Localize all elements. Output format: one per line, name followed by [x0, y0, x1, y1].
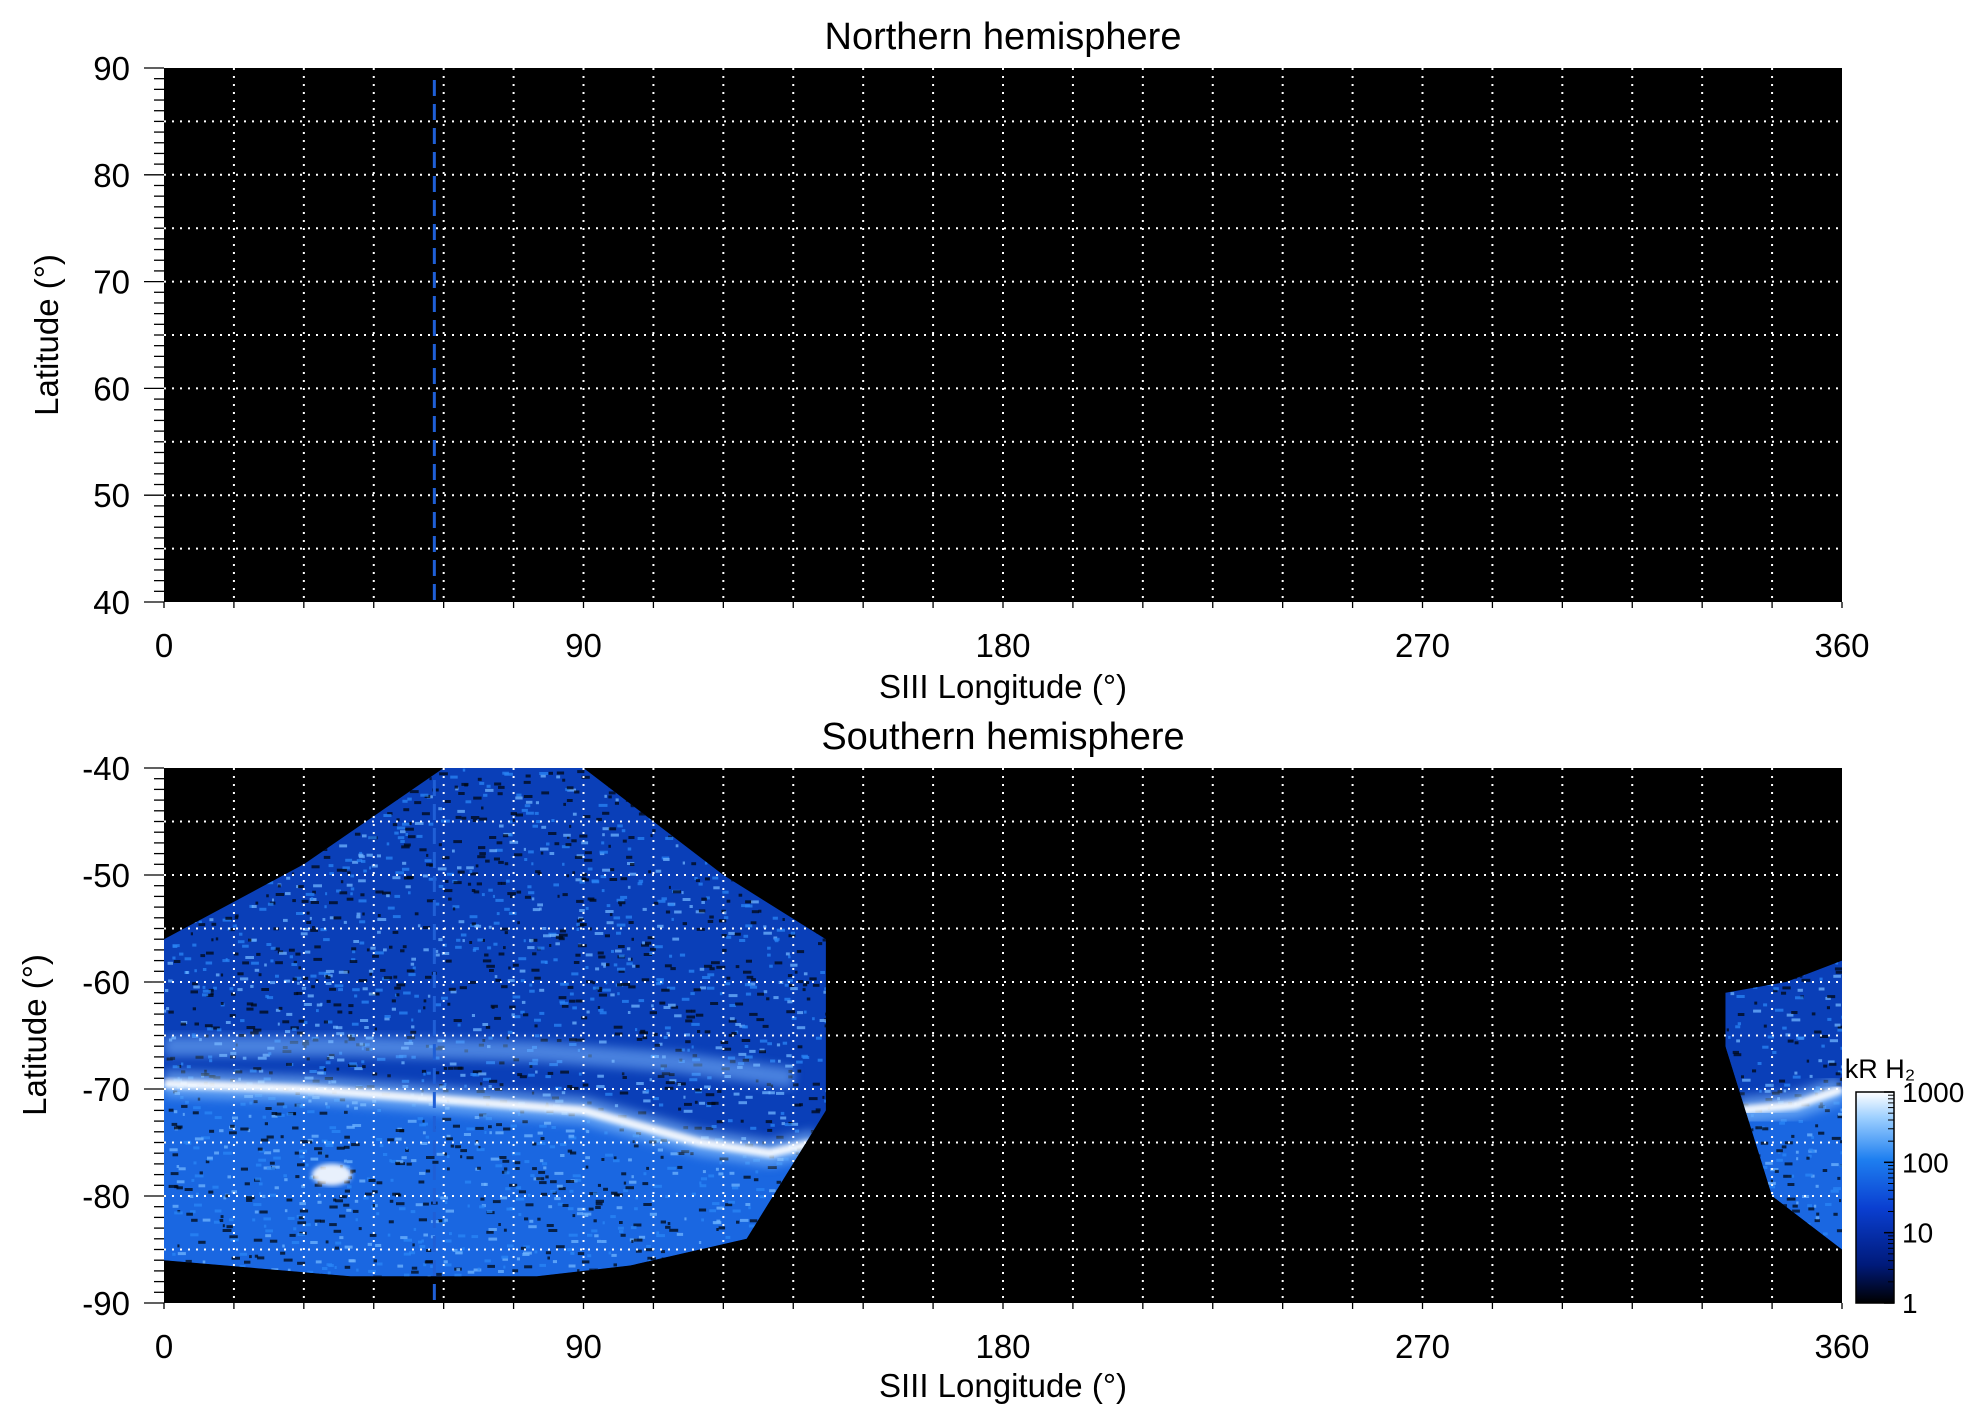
south-y-axis-label: Latitude (°)	[16, 954, 53, 1116]
colorbar-tick-label: 10	[1902, 1218, 1933, 1249]
colorbar-tick-label: 100	[1902, 1147, 1949, 1178]
south-minor-ticks	[144, 767, 1843, 1309]
x-tick-label: 270	[1395, 627, 1450, 664]
y-tick-label: -70	[82, 1071, 130, 1108]
x-tick-label: 360	[1814, 627, 1869, 664]
south-panel: Southern hemisphere -90 -80 -70 -60 -50 -40 0…	[16, 716, 1870, 1404]
north-minor-ticks	[144, 67, 1843, 608]
x-tick-label: 180	[975, 627, 1030, 664]
south-grid	[164, 768, 1842, 1303]
south-title: Southern hemisphere	[821, 716, 1184, 758]
south-x-axis-label: SIII Longitude (°)	[879, 1367, 1127, 1404]
south-x-tick-labels: 0 90 180 270 360	[155, 1328, 1870, 1365]
y-tick-label: 50	[93, 477, 130, 514]
colorbar-label: kR H₂	[1845, 1054, 1915, 1084]
colorbar-tick-label: 1000	[1902, 1077, 1964, 1108]
colorbar: kR H₂ 1 10 100 1000	[1845, 1054, 1965, 1319]
y-tick-label: 80	[93, 157, 130, 194]
north-panel: Northern hemisphere 40 50 60 70 80 90 0 90 180 2…	[28, 16, 1870, 705]
north-x-tick-labels: 0 90 180 270 360	[155, 627, 1870, 664]
south-emission-map	[164, 768, 1842, 1277]
y-tick-label: -40	[82, 750, 130, 787]
y-tick-label: -80	[82, 1178, 130, 1215]
y-tick-label: -60	[82, 964, 130, 1001]
x-tick-label: 180	[975, 1328, 1030, 1365]
north-y-axis-label: Latitude (°)	[28, 254, 65, 416]
x-tick-label: 90	[565, 627, 602, 664]
north-y-tick-labels: 40 50 60 70 80 90	[93, 50, 130, 621]
y-tick-label: 70	[93, 264, 130, 301]
colorbar-tick-label: 1	[1902, 1288, 1918, 1319]
colorbar-ticks: 1 10 100 1000	[1884, 1077, 1964, 1319]
north-x-axis-label: SIII Longitude (°)	[879, 668, 1127, 705]
y-tick-label: 40	[93, 584, 130, 621]
north-title: Northern hemisphere	[825, 16, 1182, 58]
y-tick-label: 60	[93, 370, 130, 407]
south-y-tick-labels: -90 -80 -70 -60 -50 -40	[82, 750, 130, 1322]
y-tick-label: 90	[93, 50, 130, 87]
bright-spot	[311, 1163, 352, 1186]
y-tick-label: -90	[82, 1285, 130, 1322]
north-grid	[164, 68, 1842, 602]
colorbar-gradient	[1855, 1091, 1895, 1304]
x-tick-label: 90	[565, 1328, 602, 1365]
y-tick-label: -50	[82, 857, 130, 894]
emission-texture-main	[164, 768, 826, 1277]
x-tick-label: 0	[155, 1328, 173, 1365]
x-tick-label: 360	[1814, 1328, 1869, 1365]
x-tick-label: 0	[155, 627, 173, 664]
x-tick-label: 270	[1395, 1328, 1450, 1365]
